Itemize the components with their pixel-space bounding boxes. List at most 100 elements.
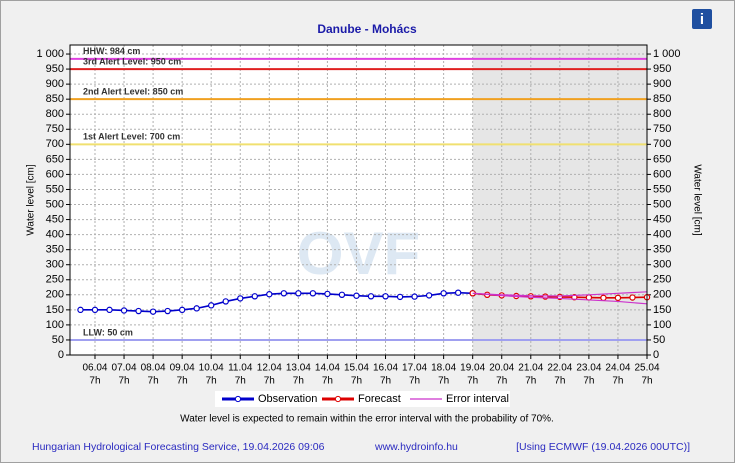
x-tick-hour: 7h [293, 376, 304, 387]
series-line [80, 291, 473, 313]
x-tick-label: 14.04 [315, 363, 340, 374]
y-tick-label: 450 [46, 213, 64, 225]
legend-marker [234, 395, 242, 403]
x-tick-hour: 7h [148, 376, 159, 387]
marker [77, 306, 84, 314]
x-tick-label: 06.04 [82, 363, 107, 374]
threshold-label: 1st Alert Level: 700 cm [83, 132, 180, 142]
y-tick-label: 150 [46, 304, 64, 316]
y-tick-label: 850 [46, 93, 64, 105]
marker [454, 289, 462, 296]
marker [106, 306, 113, 314]
x-tick-label: 15.04 [344, 363, 369, 374]
x-tick-label: 08.04 [141, 363, 166, 374]
y-tick-label: 650 [46, 153, 64, 165]
threshold-label: HHW: 984 cm [83, 46, 140, 56]
x-tick-hour: 7h [467, 376, 478, 387]
marker [440, 290, 447, 297]
footer-text: [Using ECMWF (19.04.2026 00UTC)] [516, 441, 690, 453]
y2-tick-label: 850 [653, 93, 671, 105]
x-tick-label: 20.04 [489, 363, 514, 374]
y-tick-label: 500 [46, 198, 64, 210]
y2-tick-label: 200 [653, 289, 671, 301]
x-tick-label: 24.04 [605, 363, 630, 374]
marker [91, 306, 99, 314]
x-tick-hour: 7h [235, 376, 246, 387]
info-icon-glyph[interactable]: i [700, 11, 704, 28]
y-tick-label: 250 [46, 274, 64, 286]
x-tick-label: 25.04 [634, 363, 659, 374]
legend-label: Error interval [446, 393, 509, 405]
y-tick-label: 550 [46, 183, 64, 195]
marker [629, 294, 636, 301]
x-tick-hour: 7h [554, 376, 565, 387]
marker [149, 308, 157, 315]
threshold-label: 3rd Alert Level: 950 cm [83, 56, 181, 66]
y2-tick-label: 50 [653, 334, 665, 346]
info-icon[interactable] [692, 9, 712, 29]
marker [237, 295, 244, 302]
x-tick-hour: 7h [583, 376, 594, 387]
legend-box [215, 391, 510, 407]
y-tick-label: 1 000 [36, 48, 64, 60]
y2-tick-label: 400 [653, 229, 671, 241]
forecast-region [472, 45, 647, 355]
y2-tick-label: 600 [653, 168, 671, 180]
marker [135, 307, 142, 315]
x-tick-label: 21.04 [518, 363, 543, 374]
y2-tick-label: 500 [653, 198, 671, 210]
marker [614, 294, 622, 302]
y2-tick-label: 1 000 [653, 48, 681, 60]
marker [164, 307, 171, 315]
y2-tick-label: 350 [653, 244, 671, 256]
y2-tick-label: 700 [653, 138, 671, 150]
x-tick-hour: 7h [322, 376, 333, 387]
y-tick-label: 900 [46, 78, 64, 90]
x-tick-hour: 7h [118, 376, 129, 387]
y-tick-label: 400 [46, 229, 64, 241]
x-tick-hour: 7h [89, 376, 100, 387]
x-tick-hour: 7h [612, 376, 623, 387]
x-tick-hour: 7h [641, 376, 652, 387]
y2-tick-label: 650 [653, 153, 671, 165]
x-tick-label: 17.04 [402, 363, 427, 374]
y2-tick-label: 800 [653, 108, 671, 120]
y2-tick-label: 0 [653, 349, 659, 361]
x-tick-hour: 7h [496, 376, 507, 387]
x-tick-hour: 7h [206, 376, 217, 387]
x-tick-hour: 7h [264, 376, 275, 387]
marker [600, 294, 607, 302]
marker [207, 302, 215, 309]
y-tick-label: 100 [46, 319, 64, 331]
y-axis-label: Water level [cm] [26, 164, 37, 236]
y2-tick-label: 550 [653, 183, 671, 195]
y-tick-label: 750 [46, 123, 64, 135]
threshold-label: LLW: 50 cm [83, 327, 133, 337]
x-tick-label: 23.04 [576, 363, 601, 374]
y-tick-label: 200 [46, 289, 64, 301]
x-tick-label: 19.04 [460, 363, 485, 374]
marker [222, 298, 229, 305]
x-tick-hour: 7h [351, 376, 362, 387]
chart-title: Danube - Mohács [317, 22, 417, 36]
series-line-lower [472, 292, 648, 305]
marker [411, 293, 418, 300]
marker [309, 290, 317, 297]
x-tick-label: 10.04 [199, 363, 224, 374]
footer-text: www.hydroinfo.hu [374, 441, 458, 453]
x-tick-hour: 7h [525, 376, 536, 387]
legend-label: Observation [258, 393, 317, 405]
plot-border [69, 44, 648, 356]
x-tick-label: 22.04 [547, 363, 572, 374]
x-tick-label: 18.04 [431, 363, 456, 374]
footer-text: Hungarian Hydrological Forecasting Servi… [32, 441, 325, 453]
note: Water level is expected to remain within… [180, 414, 554, 425]
marker [425, 292, 433, 299]
y-tick-label: 350 [46, 244, 64, 256]
marker [193, 305, 200, 312]
marker [295, 290, 302, 297]
y-tick-label: 0 [58, 349, 64, 361]
y-tick-label: 800 [46, 108, 64, 120]
